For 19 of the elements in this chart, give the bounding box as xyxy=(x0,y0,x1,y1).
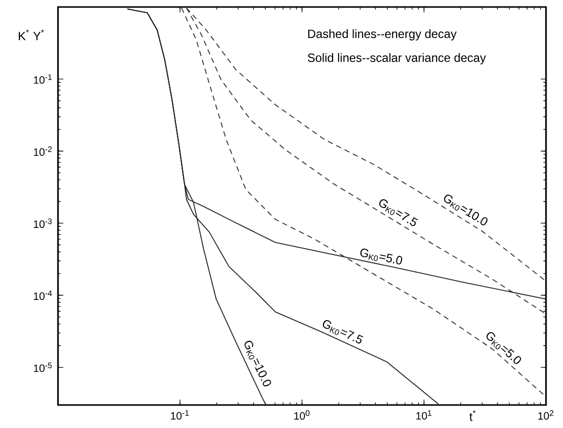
annotation: G$_{K0}$=10.0 xyxy=(244,340,272,386)
y-tick-label: 10$^{-1}$ xyxy=(34,74,52,84)
annotation: G$_{K0}$=5.0 xyxy=(360,248,402,264)
y-tick-label: 10$^{-2}$ xyxy=(34,146,52,156)
y-tick-label: 10$^{-5}$ xyxy=(34,362,52,372)
annotation: G$_{K0}$=10.0 xyxy=(444,194,488,226)
y-tick-label: 10$^{-3}$ xyxy=(34,218,52,228)
y-tick-label: 10$^{-4}$ xyxy=(34,290,52,300)
x-tick-label: 10$^{1}$ xyxy=(416,410,432,420)
x-tick-label: 10$^{-1}$ xyxy=(170,410,189,420)
annotation: G$_{K0}$=7.5 xyxy=(322,320,364,344)
annotation: G$_{K0}$=7.5 xyxy=(379,199,418,226)
x-tick-label: 10$^{0}$ xyxy=(294,410,310,420)
annotation: Dashed lines--energy decay xyxy=(308,29,457,40)
annotation: Solid lines--scalar variance decay xyxy=(308,53,486,64)
y-axis-title: K$^{*}$ Y$^{*}$ xyxy=(18,30,44,40)
annotation: G$_{K0}$=5.0 xyxy=(486,332,522,364)
x-tick-label: 10$^{2}$ xyxy=(538,410,554,420)
x-axis-title: t$^{*}$ xyxy=(469,410,476,421)
